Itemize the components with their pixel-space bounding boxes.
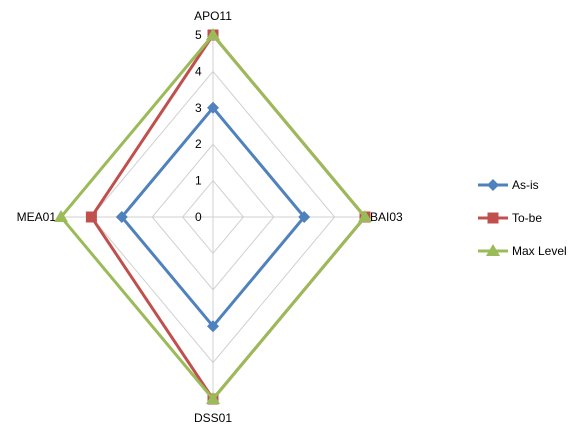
axis-label-layer: APO11 BAI03 DSS01 MEA01 (17, 9, 403, 425)
data-point-max-level-dss01 (206, 392, 220, 404)
data-point-as-is-bai03 (298, 211, 311, 223)
data-point-as-is-dss01 (207, 320, 219, 333)
data-point-max-level-mea01 (54, 210, 68, 222)
tick-label: 5 (195, 28, 202, 42)
data-point-as-is-apo11 (207, 101, 219, 114)
legend: As-is To-be Max Level (478, 178, 567, 258)
axis-label-mea01: MEA01 (17, 210, 57, 224)
data-point-as-is-mea01 (115, 211, 128, 223)
legend-item-max-level: Max Level (478, 244, 567, 258)
series-layer (54, 28, 372, 405)
axis-label-apo11: APO11 (194, 9, 232, 23)
legend-label-to-be: To-be (512, 211, 542, 225)
legend-marker-max-level (486, 244, 500, 256)
series-max-level (54, 28, 372, 404)
tick-label: 4 (195, 64, 202, 78)
axis-label-bai03: BAI03 (370, 210, 403, 224)
legend-marker-as-is (487, 179, 499, 191)
data-point-to-be-mea01 (85, 211, 97, 223)
tick-label: 1 (195, 174, 202, 188)
legend-label-as-is: As-is (512, 178, 539, 192)
tick-layer: 0 1 2 3 4 5 (195, 28, 202, 224)
legend-label-max-level: Max Level (512, 244, 567, 258)
axis-label-dss01: DSS01 (194, 411, 232, 425)
tick-label: 2 (195, 137, 202, 151)
series-as-is (115, 101, 311, 333)
legend-item-to-be: To-be (478, 211, 542, 225)
data-point-max-level-bai03 (358, 210, 372, 222)
grid-layer (60, 34, 366, 400)
tick-label: 3 (195, 101, 202, 115)
legend-marker-to-be (487, 212, 499, 224)
tick-label: 0 (195, 210, 202, 224)
data-point-max-level-apo11 (206, 28, 220, 40)
legend-item-as-is: As-is (478, 178, 539, 192)
